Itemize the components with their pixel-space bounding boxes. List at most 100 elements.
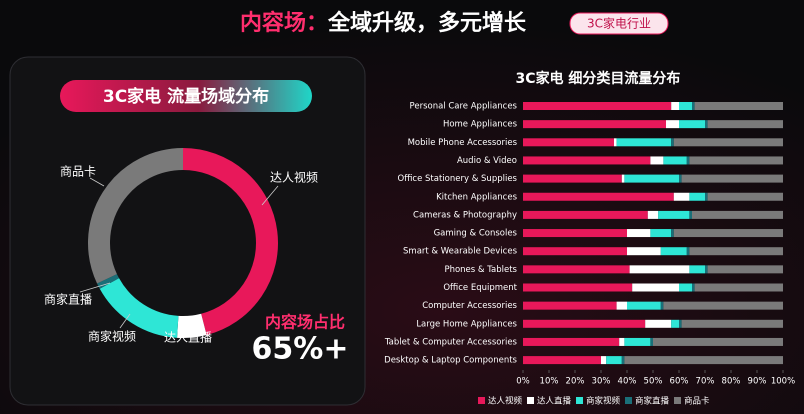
x-tick-label: 20% bbox=[566, 377, 585, 387]
bar-segment bbox=[624, 337, 651, 346]
bar-segment bbox=[621, 174, 625, 183]
bar-segment bbox=[681, 319, 783, 328]
bar-segment bbox=[679, 319, 682, 328]
legend-label: 商品卡 bbox=[684, 396, 710, 407]
bar-segment bbox=[705, 265, 708, 274]
bar-segment bbox=[523, 356, 601, 365]
donut-segment bbox=[97, 274, 120, 289]
bar-segment bbox=[523, 301, 617, 310]
bar-segment bbox=[523, 337, 620, 346]
bar-segment bbox=[523, 283, 633, 292]
category-label: Cameras & Photography bbox=[413, 210, 517, 220]
bar-segment bbox=[705, 120, 708, 129]
donut-segment bbox=[99, 277, 179, 338]
x-tick-label: 40% bbox=[618, 377, 637, 387]
bar-segment bbox=[671, 102, 679, 110]
bar-segment bbox=[679, 102, 692, 110]
bar-segment bbox=[614, 138, 617, 147]
bar-segment bbox=[523, 247, 627, 256]
bar-segment bbox=[621, 356, 625, 365]
bar-segment bbox=[523, 102, 672, 110]
category-label: Personal Care Appliances bbox=[410, 102, 518, 112]
x-tick-label: 80% bbox=[722, 377, 741, 387]
bar-segment bbox=[694, 283, 783, 292]
tag: 3C家电行业 bbox=[587, 16, 651, 31]
legend-swatch bbox=[674, 397, 681, 404]
donut-label: 商家视频 bbox=[88, 329, 136, 344]
bar-segment bbox=[666, 120, 679, 129]
bar-segment bbox=[647, 210, 659, 219]
donut-label: 商家直播 bbox=[44, 292, 92, 307]
bar-segment bbox=[645, 319, 672, 328]
x-tick-label: 30% bbox=[592, 377, 611, 387]
bar-segment bbox=[523, 192, 674, 201]
x-tick-label: 50% bbox=[644, 377, 663, 387]
leader-line bbox=[89, 177, 105, 187]
bar-segment bbox=[616, 138, 672, 147]
donut-segment bbox=[182, 148, 278, 336]
bar-segment bbox=[679, 120, 705, 129]
bar-segment bbox=[679, 174, 682, 183]
bar-segment bbox=[663, 301, 783, 310]
bar-segment bbox=[632, 283, 679, 292]
category-label: Audio & Video bbox=[457, 156, 517, 166]
category-label: Large Home Appliances bbox=[416, 319, 517, 329]
category-label: Phones & Tablets bbox=[444, 265, 517, 275]
donut-segment bbox=[88, 148, 184, 284]
bar-segment bbox=[523, 229, 627, 238]
left-card bbox=[9, 56, 366, 406]
legend-swatch bbox=[625, 397, 632, 404]
leader-line bbox=[79, 282, 111, 293]
bar-segment bbox=[689, 247, 783, 256]
bar-segment bbox=[523, 138, 614, 147]
bar-segment bbox=[671, 229, 674, 238]
annotation-label: 内容场占比 bbox=[265, 313, 345, 332]
bar-segment bbox=[650, 337, 653, 346]
bar-segment bbox=[523, 319, 646, 328]
bar-segment bbox=[619, 337, 625, 346]
donut-segment bbox=[177, 313, 207, 338]
bar-segment bbox=[523, 174, 622, 183]
bar-segment bbox=[629, 265, 690, 274]
donut-label: 达人视频 bbox=[270, 170, 318, 185]
title-highlight: 内容场： bbox=[240, 10, 328, 36]
bar-segment bbox=[707, 192, 783, 201]
bar-segment bbox=[601, 356, 607, 365]
bar-segment bbox=[689, 156, 783, 165]
donut-label: 达人直播 bbox=[164, 331, 212, 345]
category-label: Smart & Wearable Devices bbox=[403, 247, 518, 257]
bar-segment bbox=[523, 210, 648, 219]
x-tick-label: 100% bbox=[771, 377, 795, 387]
donut-label: 商品卡 bbox=[60, 164, 96, 179]
bar-segment bbox=[653, 337, 783, 346]
legend-swatch bbox=[527, 397, 534, 404]
bar-segment bbox=[692, 210, 783, 219]
legend-label: 达人视频 bbox=[488, 396, 523, 407]
category-label: Home Appliances bbox=[443, 120, 518, 130]
category-label: Tablet & Computer Accessories bbox=[384, 337, 518, 347]
bar-segment bbox=[650, 156, 664, 165]
annotation-value: 65%+ bbox=[252, 332, 349, 367]
bar-segment bbox=[689, 210, 692, 219]
category-label: Office Equipment bbox=[443, 283, 517, 293]
donut-title: 3C家电 流量场域分布 bbox=[103, 86, 269, 107]
bar-segment bbox=[705, 192, 708, 201]
category-label: Desktop & Laptop Components bbox=[384, 356, 517, 366]
bar-segment bbox=[523, 156, 651, 165]
legend-label: 达人直播 bbox=[537, 396, 572, 407]
bar-segment bbox=[707, 265, 783, 274]
legend-label: 商家视频 bbox=[586, 396, 621, 407]
category-label: Office Stationery & Supplies bbox=[398, 174, 518, 184]
bar-segment bbox=[627, 247, 661, 256]
bar-segment bbox=[673, 192, 690, 201]
bar-segment bbox=[689, 265, 705, 274]
bar-segment bbox=[650, 229, 672, 238]
title-rest: 全域升级，多元增长 bbox=[327, 10, 527, 36]
bar-segment bbox=[694, 102, 783, 110]
bar-segment bbox=[627, 229, 651, 238]
bar-segment bbox=[523, 265, 630, 274]
bar-segment bbox=[606, 356, 622, 365]
header-title: 内容场：全域升级，多元增长 bbox=[240, 10, 527, 36]
